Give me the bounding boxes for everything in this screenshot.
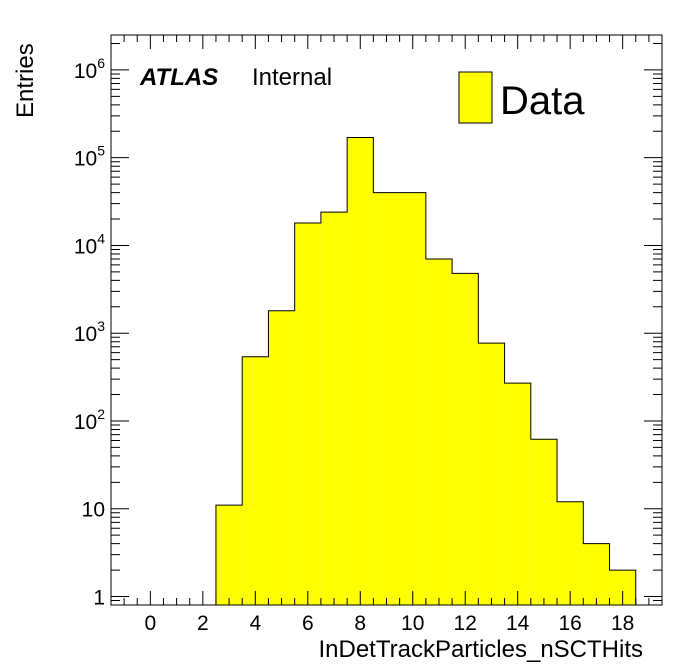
histogram-bin — [215, 505, 243, 605]
histogram-bin — [320, 212, 348, 605]
histogram-bin — [504, 383, 531, 605]
y-tick-label: 105 — [74, 143, 105, 171]
histogram-bin — [425, 259, 453, 605]
plot-frame — [110, 34, 663, 606]
internal-label: Internal — [252, 64, 332, 91]
histogram-bin — [268, 310, 295, 605]
histogram-bin — [452, 273, 479, 605]
histogram-bin — [530, 439, 558, 605]
x-tick-label: 12 — [454, 612, 477, 635]
histogram-bars — [215, 136, 637, 606]
y-tick-labels: 1 10 102 103 104 105 106 — [74, 55, 105, 610]
y-tick-label: 103 — [74, 318, 105, 346]
histogram-bin — [373, 192, 426, 605]
x-tick-labels: 0 2 4 6 8 10 12 14 16 18 — [145, 612, 635, 635]
y-tick-label: 10 — [82, 499, 105, 522]
legend-label: Data — [500, 79, 585, 123]
x-tick-label: 14 — [506, 612, 530, 635]
x-tick-label: 4 — [249, 612, 261, 635]
histogram-bin — [557, 501, 584, 605]
tick-marks — [111, 35, 662, 606]
y-axis-title: Entries — [12, 43, 39, 118]
histogram-bin — [583, 543, 610, 605]
x-tick-label: 0 — [145, 612, 157, 635]
x-tick-label: 10 — [401, 612, 424, 635]
x-tick-label: 18 — [611, 612, 634, 635]
histogram-bin — [347, 137, 374, 605]
x-tick-label: 8 — [354, 612, 366, 635]
histogram-outline — [215, 136, 637, 605]
atlas-label: ATLAS — [139, 64, 218, 91]
histogram-bin — [294, 223, 321, 606]
histogram-bin — [478, 343, 505, 605]
histogram-bin — [242, 356, 269, 605]
x-tick-label: 16 — [558, 612, 581, 635]
y-tick-label: 106 — [74, 55, 105, 83]
x-axis-title: InDetTrackParticles_nSCTHits — [318, 636, 643, 663]
y-tick-label: 104 — [74, 230, 105, 258]
x-tick-label: 6 — [302, 612, 314, 635]
axis-ticks — [111, 35, 662, 606]
legend-swatch — [458, 71, 493, 124]
y-tick-label: 1 — [93, 586, 105, 609]
y-tick-label: 102 — [74, 406, 105, 434]
x-tick-label: 2 — [197, 612, 209, 635]
